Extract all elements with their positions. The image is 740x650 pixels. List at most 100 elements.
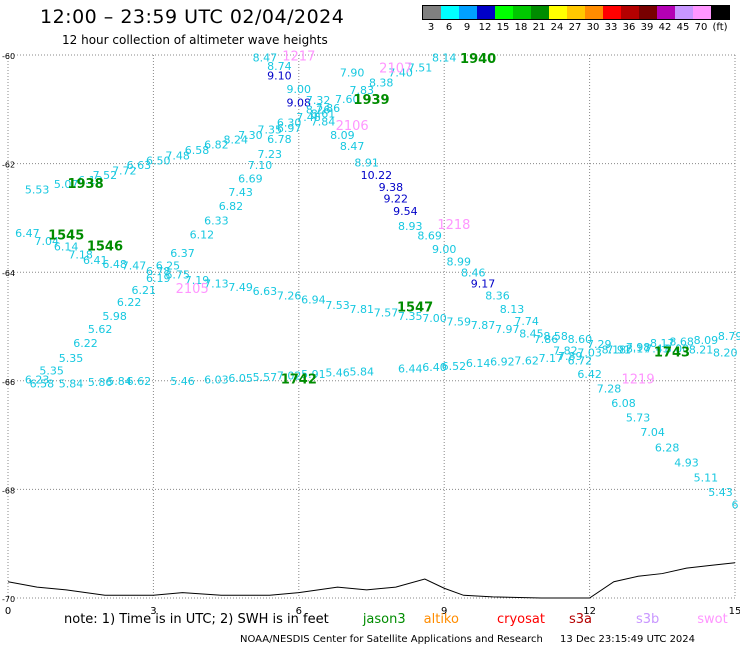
wave-height-value: 7.89 (558, 350, 583, 363)
y-tick-label: -64 (2, 269, 15, 278)
wave-height-value: 5.86 (88, 376, 113, 389)
legend-tick-label: 30 (586, 22, 600, 33)
wave-height-value: 7.59 (446, 315, 471, 328)
wave-height-value: 6.42 (577, 368, 602, 381)
wave-height-value: 8.61 (311, 107, 336, 120)
legend-tick-label: 21 (532, 22, 546, 33)
footer: NOAA/NESDIS Center for Satellite Applica… (240, 634, 695, 645)
wave-height-value: 9.00 (287, 83, 312, 96)
satellite-name-cryosat: cryosat (496, 612, 545, 627)
wave-height-value: 6.75 (165, 269, 190, 282)
pass-time-label: 1940 (460, 52, 496, 67)
wave-height-value: 8.47 (340, 140, 365, 153)
wave-height-value: 7.62 (514, 355, 539, 368)
wave-height-value: 8.00 (665, 343, 690, 356)
wave-height-value: 6.63 (127, 159, 152, 172)
wave-height-value: 6.47 (15, 227, 40, 240)
wave-height-value: 6.28 (655, 441, 680, 454)
wave-height-value: 6.08 (611, 397, 636, 410)
wave-height-value: 7.29 (587, 338, 612, 351)
wave-height-value: 5.73 (626, 412, 651, 425)
wave-height-value: 6.13 (78, 174, 103, 187)
wave-height-value: 8.69 (417, 230, 442, 243)
wave-height-value: 5.62 (88, 323, 113, 336)
legend-tick-label: 3 (427, 22, 435, 33)
legend-swatch (459, 6, 477, 19)
wave-height-value: 7.13 (204, 277, 229, 290)
y-tick-label: -62 (2, 161, 15, 170)
satellite-name-s3a: s3a (568, 612, 592, 627)
wave-height-value: 6.22 (117, 296, 142, 309)
wave-height-value: 6.48 (102, 258, 127, 271)
wave-height-value: 9.54 (393, 205, 418, 218)
wave-height-value: 7.97 (495, 323, 520, 336)
wave-height-value: 5.53 (25, 183, 50, 196)
legend-unit-label: (ft) (712, 22, 728, 33)
x-tick-label: 0 (5, 606, 11, 617)
satellite-name-jason3: jason3 (362, 612, 406, 627)
wave-height-value: 7.35 (257, 124, 282, 137)
wave-height-value: 7.81 (350, 303, 375, 316)
wave-height-value: 7.48 (165, 149, 190, 162)
wave-height-value: 7.40 (388, 67, 413, 80)
wave-height-value: 7.91 (606, 344, 631, 357)
wave-height-value: 7.30 (238, 129, 263, 142)
pass-time-label: 2105 (176, 282, 209, 297)
wave-height-value: 7.86 (316, 102, 341, 115)
legend-swatch (639, 6, 657, 19)
wave-height-value: 8.21 (689, 344, 714, 357)
wave-height-value: 8.24 (224, 134, 249, 147)
legend-tick-label: 45 (676, 22, 690, 33)
wave-height-value: 8.91 (354, 156, 379, 169)
map-subtitle: 12 hour collection of altimeter wave hei… (62, 33, 328, 47)
wave-height-value: 7.60 (335, 93, 360, 106)
legend-swatch (675, 6, 693, 19)
pass-time-label: 1545 (48, 229, 84, 244)
legend-swatch (423, 6, 441, 19)
note-row: note: 1) Time is in UTC; 2) SWH is in fe… (64, 612, 728, 627)
wave-height-value: 8.17 (626, 343, 651, 356)
wave-height-value: 7.43 (228, 186, 253, 199)
wave-height-value: 8.79 (718, 330, 740, 343)
wave-height-value: 7.84 (311, 116, 336, 129)
wave-height-value: 7.90 (340, 67, 365, 80)
wave-height-value: 6.21 (131, 284, 156, 297)
wave-height-value: 8.74 (267, 60, 292, 73)
wave-height-value: 6.25 (156, 259, 181, 272)
wave-height-value: 6.62 (127, 375, 152, 388)
wave-height-value: 7.32 (306, 94, 331, 107)
wave-height-value: 7.10 (248, 159, 273, 172)
legend-swatch (477, 6, 495, 19)
wave-height-value: 5.35 (39, 364, 64, 377)
wave-height-value: 7.26 (277, 289, 302, 302)
wave-height-value: 8.36 (485, 289, 510, 302)
wave-height-value: 8.68 (669, 336, 694, 349)
wave-height-value: 8.14 (432, 52, 457, 65)
wave-height-value: 9.17 (471, 277, 496, 290)
wave-height-value: 7.53 (325, 299, 350, 312)
wave-height-value: 6.82 (204, 138, 229, 151)
legend-swatch (441, 6, 459, 19)
wave-height-value: 5.84 (107, 375, 132, 388)
generated-timestamp: 13 Dec 23:15:49 UTC 2024 (560, 634, 696, 645)
wave-height-value: 7.98 (626, 341, 651, 354)
x-tick-label: 15 (729, 606, 740, 617)
wave-height-value: 6.69 (238, 173, 263, 186)
wave-height-value: 7.43 (645, 343, 670, 356)
wave-height-value: 6.03 (204, 374, 229, 387)
map-title: 12:00 – 23:59 UTC 02/04/2024 (40, 6, 345, 28)
legend-swatches (422, 5, 730, 20)
pass-time-label: 2106 (336, 119, 369, 134)
wave-height-value: 7.57 (374, 307, 399, 320)
wave-height-value: 7.02 (277, 370, 302, 383)
pass-time-label: 1742 (281, 373, 317, 388)
axis-ticks: 0 3 6 9 12 15 -60 -62 -64 -66 -68 -70 (2, 52, 740, 617)
wave-height-value: 7.48 (296, 111, 321, 124)
pass-time-label: 1219 (622, 373, 655, 388)
wave-height-value: 6.78 (267, 133, 292, 146)
wave-height-value: 7.04 (35, 235, 60, 248)
legend-tick-label: 33 (604, 22, 618, 33)
wave-height-value: 7.83 (350, 84, 375, 97)
wave-height-value: 5.07 (54, 178, 79, 191)
